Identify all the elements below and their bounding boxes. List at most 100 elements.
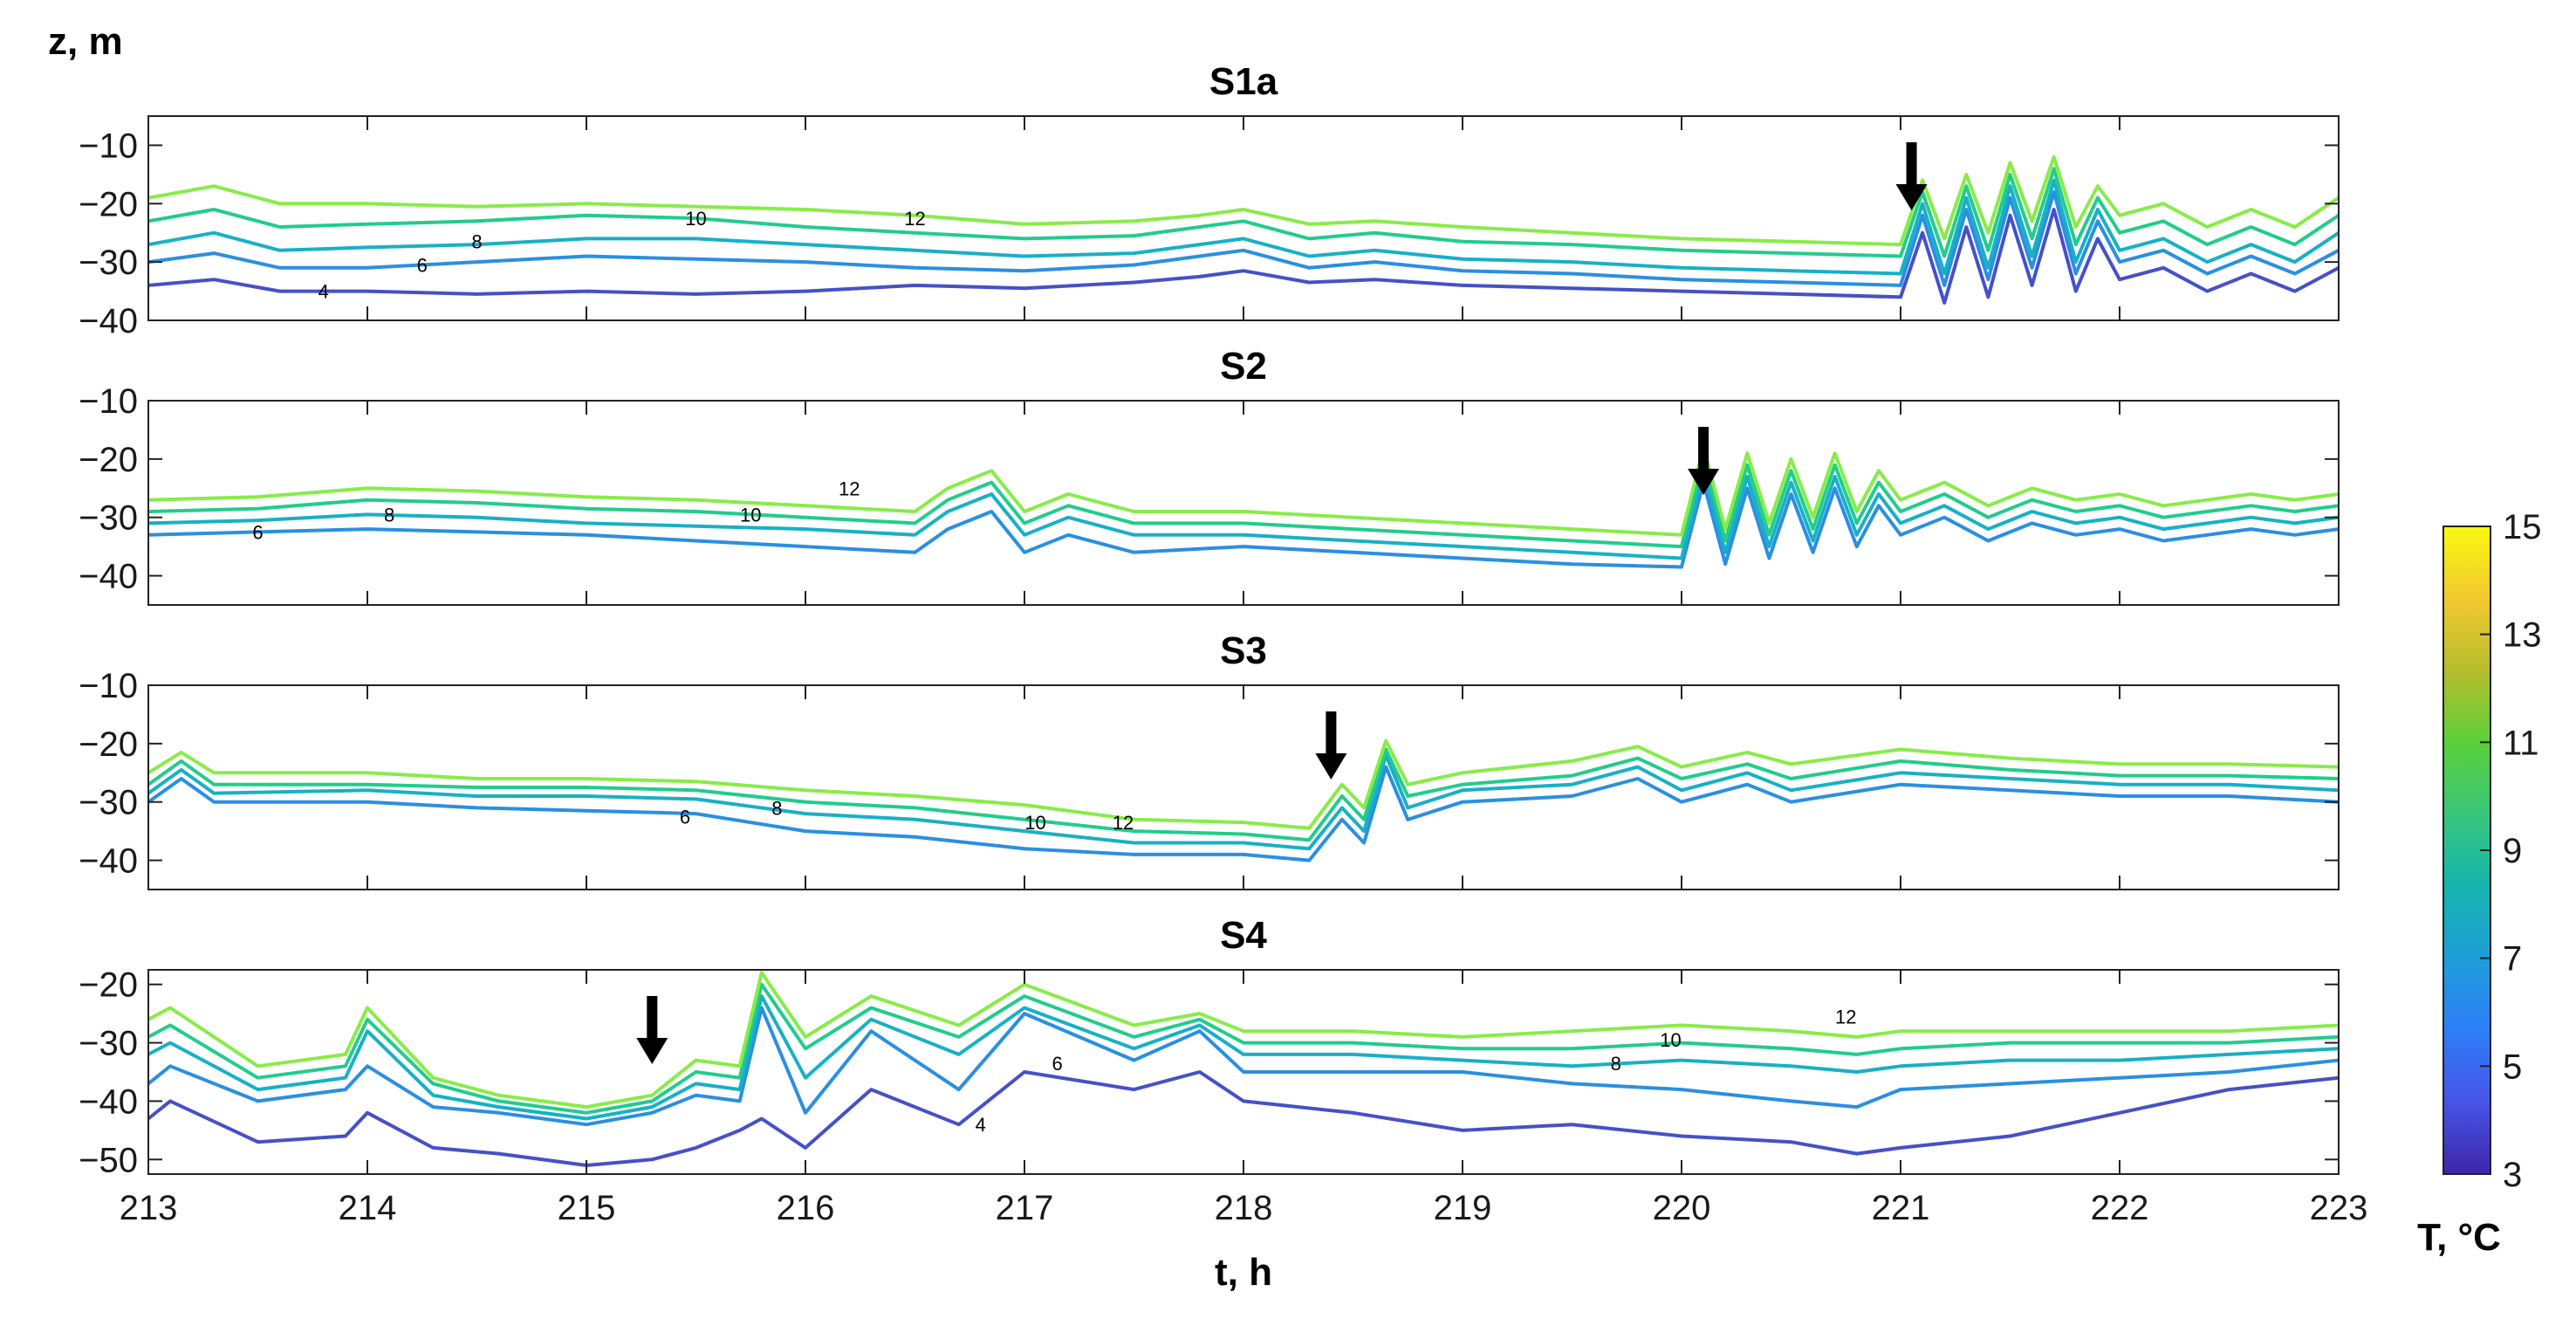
colorbar-tick-label: 13	[2503, 616, 2542, 655]
isotherm-6C	[148, 1006, 2339, 1127]
isotherm-6C	[148, 480, 2339, 569]
arrow-head	[1315, 753, 1347, 780]
colorbar: 3 5 7 9 11 13 15 T, °C	[2417, 508, 2541, 1259]
isotherm-10C	[148, 982, 2339, 1115]
y-ticks: −20 −30 −40 −50	[79, 966, 2339, 1179]
arrow-head	[636, 1038, 668, 1064]
isotherm-8C	[148, 178, 2339, 276]
contour-label: 10	[1660, 1029, 1681, 1051]
isotherm-12C	[148, 739, 2339, 830]
panel-title: S3	[1220, 629, 1267, 672]
x-tick-label: 220	[1653, 1189, 1711, 1227]
contour-label: 12	[1113, 812, 1134, 834]
y-tick-label: −40	[79, 1082, 138, 1121]
isotherm-10C	[148, 457, 2339, 549]
colorbar-label: T, °C	[2417, 1216, 2501, 1259]
contour-label: 12	[839, 477, 860, 499]
x-tick-marks	[147, 970, 2340, 1174]
y-tick-label: −30	[79, 244, 138, 282]
y-tick-label: −20	[79, 185, 138, 223]
isotherm-lines	[148, 739, 2339, 862]
panel-title: S2	[1220, 345, 1267, 388]
isotherm-10C	[148, 167, 2339, 258]
intrusion-arrow	[1895, 142, 1928, 210]
x-tick-marks	[147, 401, 2340, 605]
x-tick-label: 221	[1872, 1189, 1930, 1227]
isotherm-6C	[148, 765, 2339, 862]
contour-label: 6	[1052, 1053, 1063, 1075]
isotherm-lines	[148, 971, 2339, 1167]
panel-s3: S3 6 8 10 12 −10 −20 −30 −40	[79, 629, 2340, 890]
contour-label: 4	[319, 281, 329, 303]
x-tick-label: 214	[339, 1189, 397, 1227]
panel-s4: S4 4 6 8 10 12 −20 −30 −40 −50	[79, 914, 2340, 1179]
arrow-shaft	[1326, 711, 1337, 755]
y-tick-label: −30	[79, 784, 138, 822]
isotherm-8C	[148, 469, 2339, 560]
arrow-head	[1688, 469, 1720, 495]
intrusion-arrow	[1315, 711, 1347, 780]
contour-labels: 4 6 8 10 12	[319, 208, 926, 303]
contour-label: 6	[417, 254, 428, 276]
x-tick-label: 216	[777, 1189, 835, 1227]
y-axis-label: z, m	[48, 20, 123, 63]
contour-label: 8	[384, 504, 394, 526]
isotherm-lines	[148, 445, 2339, 569]
x-tick-labels: 213 214 215 216 217 218 219 220 221 222 223	[120, 1189, 2368, 1227]
panel-title: S4	[1220, 914, 1267, 957]
y-tick-label: −20	[79, 441, 138, 479]
y-ticks: −10 −20 −30 −40	[79, 667, 2339, 881]
panel-title: S1a	[1209, 60, 1278, 103]
y-tick-label: −20	[79, 725, 138, 764]
x-tick-label: 218	[1215, 1189, 1273, 1227]
arrow-shaft	[1906, 142, 1917, 186]
y-tick-label: −10	[79, 127, 138, 165]
contour-labels: 6 8 10 12	[252, 477, 860, 543]
isotherm-6C	[148, 189, 2339, 287]
contour-label: 6	[680, 806, 690, 828]
y-tick-label: −40	[79, 558, 138, 596]
x-tick-label: 217	[996, 1189, 1054, 1227]
arrow-shaft	[1698, 427, 1709, 471]
isotherm-12C	[148, 155, 2339, 247]
contour-labels: 6 8 10 12	[680, 797, 1134, 834]
y-tick-label: −50	[79, 1141, 138, 1179]
contour-labels: 4 6 8 10 12	[976, 1006, 1857, 1136]
x-tick-label: 223	[2310, 1189, 2368, 1227]
y-tick-label: −40	[79, 842, 138, 881]
contour-label: 12	[1835, 1006, 1856, 1027]
isotherm-10C	[148, 747, 2339, 842]
y-tick-label: −30	[79, 499, 138, 538]
contour-label: 6	[252, 521, 263, 543]
x-tick-label: 222	[2091, 1189, 2149, 1227]
colorbar-tick-label: 3	[2503, 1156, 2522, 1194]
isotherm-4C	[148, 208, 2339, 305]
isotherm-lines	[148, 155, 2339, 305]
y-tick-label: −10	[79, 382, 138, 421]
y-tick-label: −10	[79, 667, 138, 705]
panel-s1a: S1a 4 6 8 10 12 −10 −20 −30 −40	[79, 60, 2340, 340]
y-ticks: −10 −20 −30 −40	[79, 127, 2339, 340]
y-tick-label: −20	[79, 966, 138, 1005]
colorbar-tick-label: 5	[2503, 1048, 2522, 1086]
y-ticks: −10 −20 −30 −40	[79, 382, 2339, 596]
panel-s2: S2 6 8 10 12 −10 −20 −30 −40	[79, 345, 2340, 606]
colorbar-tick-label: 11	[2503, 724, 2539, 762]
isotherm-12C	[148, 445, 2339, 537]
intrusion-arrow	[1688, 427, 1720, 495]
isotherm-12C	[148, 971, 2339, 1109]
colorbar-tick-label: 15	[2503, 508, 2542, 546]
arrow-shaft	[647, 996, 658, 1040]
isotherm-4C	[148, 1070, 2339, 1167]
contour-label: 8	[1611, 1053, 1621, 1075]
contour-label: 10	[1024, 812, 1045, 834]
isotherm-8C	[148, 994, 2339, 1121]
x-tick-marks	[147, 116, 2340, 320]
contour-label: 10	[740, 504, 761, 526]
x-tick-label: 213	[120, 1189, 178, 1227]
contour-label: 4	[976, 1114, 986, 1136]
intrusion-arrow	[636, 996, 668, 1064]
x-tick-marks	[147, 685, 2340, 890]
x-axis-label: t, h	[1215, 1251, 1272, 1294]
